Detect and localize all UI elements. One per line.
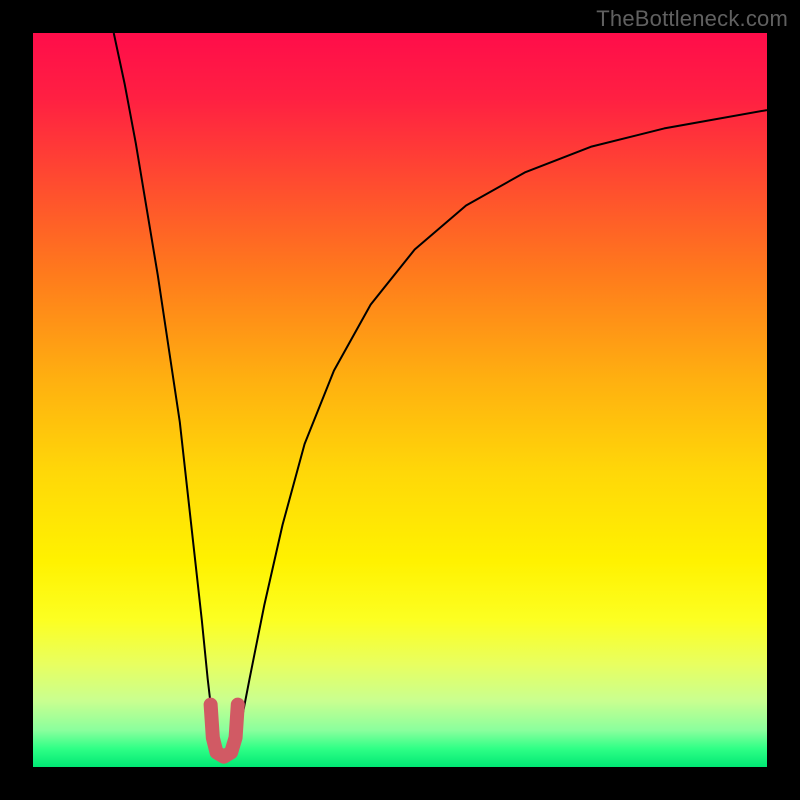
watermark-label: TheBottleneck.com [596,6,788,32]
bottleneck-plot [0,0,800,800]
chart-container: TheBottleneck.com [0,0,800,800]
plot-background [33,33,767,767]
